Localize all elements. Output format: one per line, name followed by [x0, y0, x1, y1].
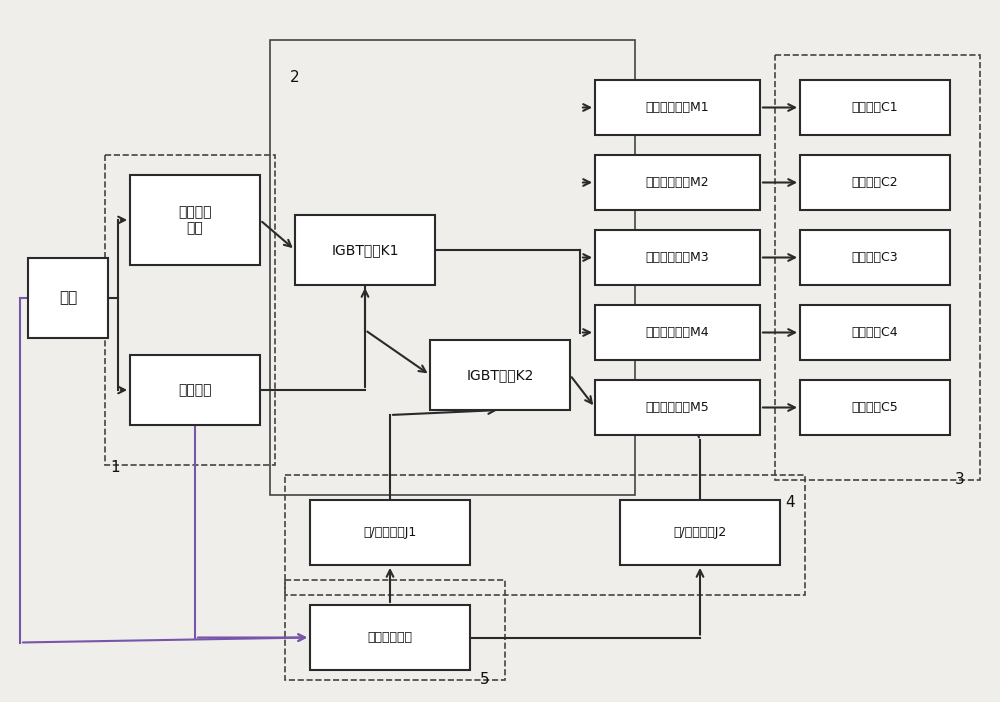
Bar: [130, 175, 260, 265]
Text: 载流线圈C3: 载流线圈C3: [852, 251, 898, 264]
Text: IGBT单管K1: IGBT单管K1: [331, 243, 399, 257]
Bar: [130, 355, 260, 425]
Text: 脉冲发生模块M5: 脉冲发生模块M5: [646, 401, 709, 414]
Bar: [430, 340, 570, 410]
Bar: [800, 155, 950, 210]
Text: 3: 3: [955, 472, 965, 487]
Text: 载流线圈C1: 载流线圈C1: [852, 101, 898, 114]
Text: 载流线圈C5: 载流线圈C5: [852, 401, 898, 414]
Bar: [595, 80, 760, 135]
Bar: [800, 380, 950, 435]
Bar: [595, 230, 760, 285]
Bar: [28, 258, 108, 338]
Bar: [295, 215, 435, 285]
Text: 同步触发模块: 同步触发模块: [368, 631, 413, 644]
Text: 4: 4: [785, 495, 795, 510]
Text: IGBT单管K2: IGBT单管K2: [466, 368, 534, 382]
Text: 载流线圈C2: 载流线圈C2: [852, 176, 898, 189]
Text: 电源: 电源: [59, 291, 77, 305]
Bar: [800, 305, 950, 360]
Bar: [620, 500, 780, 565]
Text: 5: 5: [480, 672, 490, 687]
Bar: [800, 80, 950, 135]
Text: 开关电源: 开关电源: [178, 383, 212, 397]
Bar: [595, 305, 760, 360]
Text: 载流线圈C4: 载流线圈C4: [852, 326, 898, 339]
Bar: [285, 475, 805, 595]
Bar: [285, 580, 505, 680]
Text: 脉冲发生模块M2: 脉冲发生模块M2: [646, 176, 709, 189]
Text: 脉冲发生模块M4: 脉冲发生模块M4: [646, 326, 709, 339]
Text: 电/光转换器J1: 电/光转换器J1: [363, 526, 417, 539]
Text: 高压直流
模块: 高压直流 模块: [178, 205, 212, 235]
Bar: [310, 500, 470, 565]
Bar: [105, 155, 275, 465]
Text: 脉冲发生模块M1: 脉冲发生模块M1: [646, 101, 709, 114]
Bar: [775, 55, 980, 480]
Text: 脉冲发生模块M3: 脉冲发生模块M3: [646, 251, 709, 264]
Text: 2: 2: [290, 70, 300, 85]
Bar: [270, 40, 635, 495]
Text: 1: 1: [110, 460, 120, 475]
Text: 电/光转换器J2: 电/光转换器J2: [673, 526, 727, 539]
Bar: [800, 230, 950, 285]
Bar: [595, 380, 760, 435]
Bar: [595, 155, 760, 210]
Bar: [310, 605, 470, 670]
